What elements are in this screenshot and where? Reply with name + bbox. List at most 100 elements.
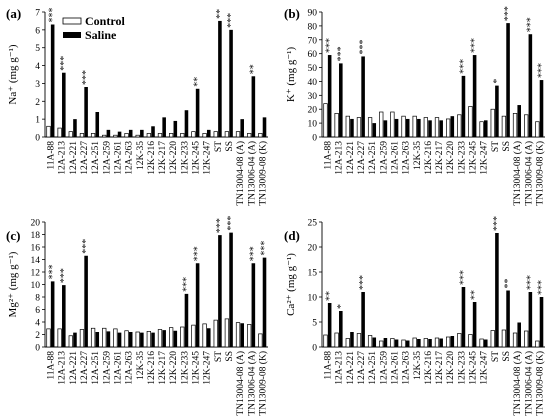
bar-saline: [495, 85, 499, 137]
chart-panel-3: (c) Mg²⁺ (mg g⁻¹) 0 2 4 6 8 10 12 14 16 18 20 *** 11A-…: [6, 216, 271, 416]
bar-control: [512, 113, 518, 138]
bar-saline: [229, 232, 233, 347]
x-tick-label: 12A-221: [346, 351, 356, 385]
y-tick-label: 50: [308, 64, 318, 74]
bar-control: [213, 319, 218, 348]
bar-control: [68, 335, 73, 348]
bar-control: [79, 329, 85, 348]
y-tick-label: 4: [35, 319, 40, 329]
y-tick-label: 5: [35, 44, 40, 54]
bar-saline: [472, 302, 477, 347]
bar-saline: [218, 235, 222, 347]
bar-saline: [162, 330, 166, 347]
x-tick-label: 12A-259: [379, 141, 389, 175]
x-tick-label: TN13006-04 (A): [246, 351, 257, 416]
bar-saline: [206, 129, 211, 137]
bar-control: [224, 318, 230, 348]
bar-saline: [417, 339, 421, 347]
significance-label: ***: [325, 38, 336, 53]
bar-control: [356, 117, 362, 138]
bar-control: [367, 117, 373, 138]
chart-panel-1: (a) Na⁺ (mg g⁻¹) 0 1 2 3 4 5 6 7 *** 11A-88 *** 12A-2…: [6, 6, 268, 206]
bar-saline: [361, 292, 365, 347]
y-tick-label: 60: [308, 50, 318, 60]
bar-saline: [439, 338, 443, 347]
bar-saline: [461, 75, 466, 137]
x-tick-label: 12K-35: [136, 351, 146, 380]
y-tick-label: 40: [308, 78, 318, 88]
bar-control: [113, 328, 118, 348]
bar-control: [401, 339, 406, 348]
bar-control: [102, 134, 107, 138]
significance-label: ***: [181, 277, 192, 292]
bar-saline: [106, 331, 111, 347]
significance-label: **: [503, 279, 514, 289]
x-tick-label: 12K-220: [446, 351, 456, 385]
x-tick-label: 12K-35: [413, 141, 423, 170]
bar-control: [247, 133, 252, 138]
significance-label: ***: [537, 63, 548, 78]
bar-saline: [394, 339, 399, 347]
bar-saline: [173, 120, 178, 137]
bar-saline: [517, 105, 521, 137]
significance-label: ***: [226, 216, 237, 231]
bar-saline: [95, 332, 100, 347]
bar-saline: [50, 281, 55, 347]
x-tick-label: 12A-213: [335, 351, 345, 385]
x-tick-label: 12K-247: [480, 351, 490, 385]
y-tick-label: 25: [308, 219, 318, 229]
x-tick-label: SS: [225, 141, 235, 152]
chart-panel-4: (d) Ca²⁺ (mg g⁻¹) 0 5 10 15 20 25 ** 11A-88 * 12A-2…: [284, 216, 548, 416]
bar-control: [247, 324, 252, 348]
bar-saline: [117, 332, 122, 347]
x-tick-label: TN13009-08 (K): [257, 141, 268, 206]
bar-control: [412, 115, 417, 138]
bar-control: [157, 133, 163, 138]
bar-control: [68, 131, 73, 138]
legend-swatch-saline: [63, 32, 81, 38]
x-tick-label: 12K-216: [147, 351, 157, 385]
y-tick-label: 14: [31, 256, 41, 266]
bar-saline: [73, 119, 77, 137]
y-tick-label: 3: [35, 80, 40, 90]
x-tick-label: 11A-88: [47, 351, 57, 380]
x-tick-label: 11A-88: [324, 141, 334, 170]
bar-saline: [50, 24, 55, 137]
significance-label: **: [325, 291, 336, 301]
bar-saline: [195, 263, 200, 347]
panel-label: (b): [284, 6, 300, 21]
legend-swatch-control: [62, 17, 82, 25]
bar-control: [124, 133, 129, 138]
x-tick-label: 12A-227: [357, 141, 367, 175]
bar-saline: [461, 287, 466, 347]
x-tick-label: 12K-217: [435, 141, 445, 175]
bar-control: [434, 337, 440, 348]
bar-control: [490, 108, 495, 138]
significance-label: *: [492, 79, 503, 84]
y-tick-label: 30: [308, 92, 318, 102]
y-tick-label: 2: [35, 98, 40, 108]
bar-saline: [173, 330, 178, 347]
bar-control: [423, 338, 428, 348]
bar-control: [124, 330, 129, 348]
bar-control: [390, 111, 395, 138]
bar-saline: [506, 290, 510, 347]
bar-control: [169, 327, 174, 348]
x-tick-label: 12A-251: [368, 351, 378, 385]
x-tick-label: 12A-213: [335, 141, 345, 175]
x-tick-label: ST: [491, 351, 501, 362]
x-tick-label: 12A-213: [58, 351, 68, 385]
bar-saline: [229, 29, 233, 137]
y-tick-label: 6: [35, 306, 40, 316]
bar-saline: [240, 323, 244, 347]
bar-control: [135, 134, 140, 138]
x-tick-label: 12A-259: [102, 141, 112, 175]
significance-label: **: [193, 77, 204, 87]
y-tick-label: 8: [35, 294, 40, 304]
y-tick-label: 4: [35, 62, 40, 72]
y-axis-title: Na⁺ (mg g⁻¹): [7, 44, 19, 104]
y-tick-label: 10: [308, 294, 318, 304]
panel-label: (a): [6, 6, 21, 21]
x-tick-label: 12K-245: [192, 141, 202, 175]
